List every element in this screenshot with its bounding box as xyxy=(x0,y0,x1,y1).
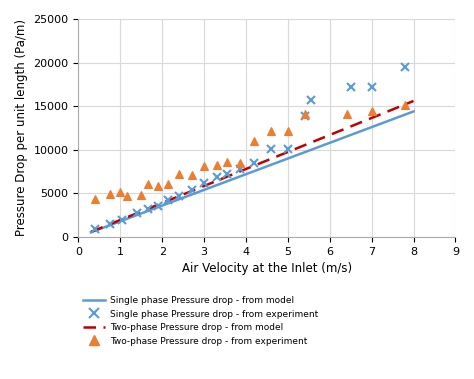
Legend: Single phase Pressure drop - from model, Single phase Pressure drop - from exper: Single phase Pressure drop - from model,… xyxy=(83,296,318,346)
X-axis label: Air Velocity at the Inlet (m/s): Air Velocity at the Inlet (m/s) xyxy=(182,262,352,275)
Y-axis label: Pressure Drop per unit length (Pa/m): Pressure Drop per unit length (Pa/m) xyxy=(15,19,28,236)
